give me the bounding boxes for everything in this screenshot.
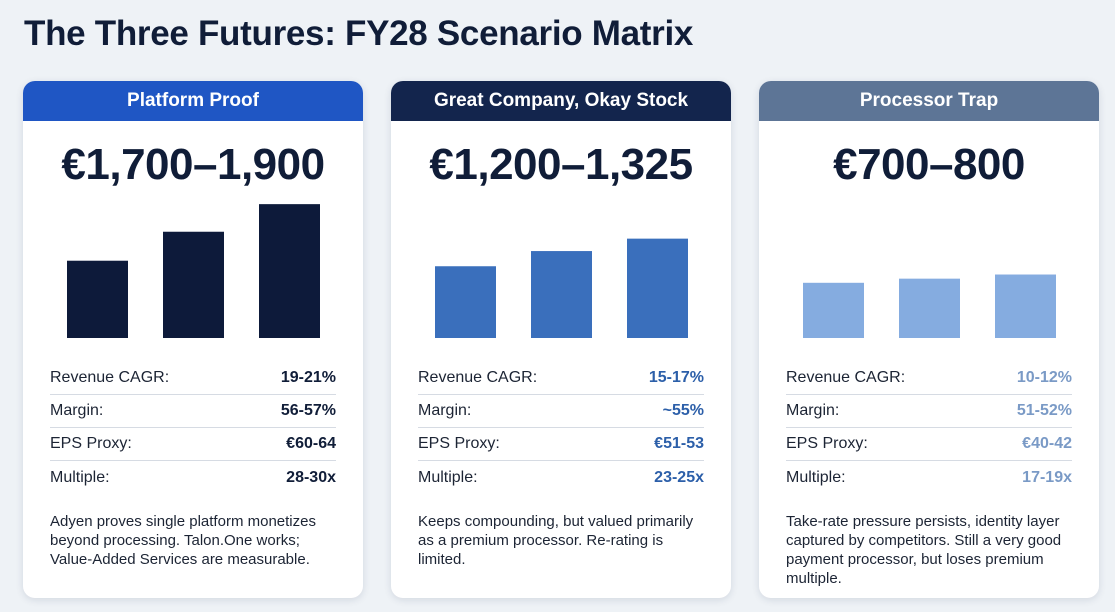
card-header: Processor Trap	[759, 81, 1099, 121]
metric-label: EPS Proxy:	[786, 435, 868, 452]
metric-value: 10-12%	[1016, 369, 1072, 386]
metric-value: ~55%	[662, 402, 704, 419]
metric-row-margin: Margin: 56-57%	[50, 395, 336, 428]
metrics-table: Revenue CAGR: 15-17% Margin: ~55% EPS Pr…	[418, 362, 704, 494]
metric-value: 17-19x	[1022, 468, 1072, 486]
metric-value: 28-30x	[286, 468, 336, 486]
metric-label: EPS Proxy:	[50, 435, 132, 452]
bar-chart	[803, 274, 1056, 338]
metric-value: €40-42	[1022, 435, 1072, 452]
metric-value: €60-64	[286, 435, 336, 452]
metric-row-margin: Margin: ~55%	[418, 395, 704, 428]
bar-2	[899, 278, 960, 338]
metric-row-eps-proxy: EPS Proxy: €51-53	[418, 428, 704, 461]
bar-3	[627, 238, 688, 338]
metric-label: EPS Proxy:	[418, 435, 500, 452]
bar-1	[803, 282, 864, 338]
metric-value: 23-25x	[654, 468, 704, 486]
scenario-card-great-company: Great Company, Okay Stock €1,200–1,325 R…	[391, 81, 731, 598]
metric-value: 56-57%	[280, 402, 336, 419]
metric-row-margin: Margin: 51-52%	[786, 395, 1072, 428]
metric-row-revenue-cagr: Revenue CAGR: 15-17%	[418, 362, 704, 395]
metric-label: Revenue CAGR:	[786, 369, 906, 386]
metric-value: 51-52%	[1016, 402, 1072, 419]
scenario-card-platform-proof: Platform Proof €1,700–1,900 Revenue CAGR…	[23, 81, 363, 598]
metric-label: Multiple:	[786, 468, 846, 486]
metrics-table: Revenue CAGR: 19-21% Margin: 56-57% EPS …	[50, 362, 336, 494]
metric-label: Margin:	[418, 402, 472, 419]
bar-2	[531, 251, 592, 338]
metric-value: 19-21%	[280, 369, 336, 386]
metric-label: Multiple:	[418, 468, 478, 486]
bar-2	[163, 231, 224, 338]
price-range: €1,200–1,325	[429, 140, 693, 189]
bar-chart	[435, 238, 688, 338]
metric-row-multiple: Multiple: 17-19x	[786, 461, 1072, 494]
metric-row-eps-proxy: EPS Proxy: €40-42	[786, 428, 1072, 461]
scenario-description: Adyen proves single platform monetizes b…	[50, 513, 316, 568]
price-range: €1,700–1,900	[61, 140, 325, 189]
metric-value: 15-17%	[648, 369, 704, 386]
metric-label: Margin:	[50, 402, 104, 419]
page-title: The Three Futures: FY28 Scenario Matrix	[24, 14, 694, 53]
scenario-card-processor-trap: Processor Trap €700–800 Revenue CAGR: 10…	[759, 81, 1099, 598]
metric-row-multiple: Multiple: 28-30x	[50, 461, 336, 494]
metric-label: Revenue CAGR:	[50, 369, 170, 386]
metric-label: Multiple:	[50, 468, 110, 486]
metric-row-revenue-cagr: Revenue CAGR: 10-12%	[786, 362, 1072, 395]
bar-1	[435, 266, 496, 338]
metric-row-revenue-cagr: Revenue CAGR: 19-21%	[50, 362, 336, 395]
metric-label: Revenue CAGR:	[418, 369, 538, 386]
metric-label: Margin:	[786, 402, 840, 419]
bar-chart	[67, 204, 320, 338]
bar-1	[67, 260, 128, 338]
card-header: Platform Proof	[23, 81, 363, 121]
metric-row-multiple: Multiple: 23-25x	[418, 461, 704, 494]
metrics-table: Revenue CAGR: 10-12% Margin: 51-52% EPS …	[786, 362, 1072, 494]
bar-3	[259, 204, 320, 338]
price-range: €700–800	[833, 140, 1025, 189]
metric-row-eps-proxy: EPS Proxy: €60-64	[50, 428, 336, 461]
card-header: Great Company, Okay Stock	[391, 81, 731, 121]
scenario-description: Keeps compounding, but valued primarily …	[418, 513, 694, 568]
metric-value: €51-53	[654, 435, 704, 452]
scenario-description: Take-rate pressure persists, identity la…	[786, 513, 1062, 587]
bar-3	[995, 274, 1056, 338]
